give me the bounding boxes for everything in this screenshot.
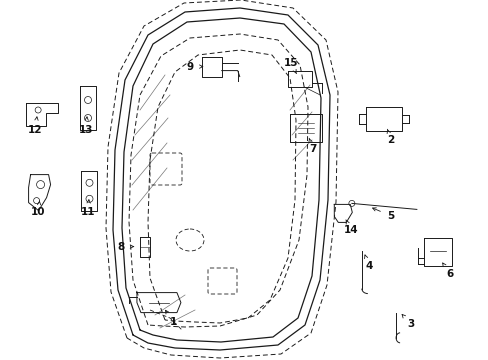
Text: 10: 10 bbox=[31, 207, 45, 217]
Text: 9: 9 bbox=[186, 62, 193, 72]
Text: 3: 3 bbox=[407, 319, 413, 329]
Text: 5: 5 bbox=[387, 211, 394, 221]
Text: 6: 6 bbox=[446, 269, 452, 279]
Text: 2: 2 bbox=[387, 135, 394, 145]
Text: 7: 7 bbox=[308, 144, 316, 154]
Text: 13: 13 bbox=[78, 125, 93, 135]
Text: 4: 4 bbox=[365, 261, 372, 271]
Text: 11: 11 bbox=[81, 207, 95, 217]
Text: 8: 8 bbox=[118, 242, 124, 252]
Text: 15: 15 bbox=[283, 58, 298, 68]
Text: 12: 12 bbox=[28, 125, 42, 135]
Text: 1: 1 bbox=[170, 317, 177, 327]
Text: 14: 14 bbox=[343, 225, 358, 235]
